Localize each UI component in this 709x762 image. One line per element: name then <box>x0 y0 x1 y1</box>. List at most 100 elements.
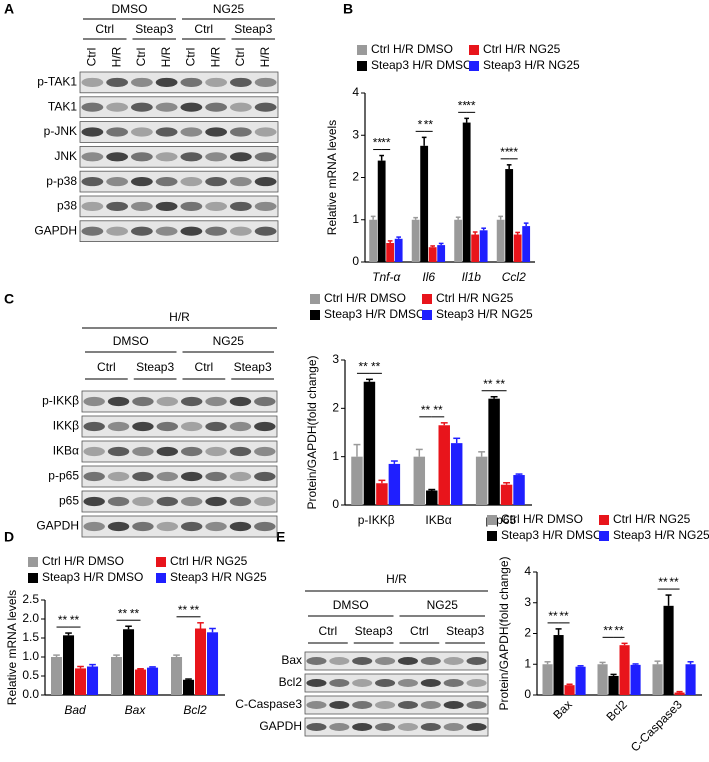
bar <box>608 675 619 695</box>
lane-label: Ctrl <box>233 48 247 67</box>
significance-label: ** <box>381 136 391 150</box>
legend-label: Ctrl H/R NG25 <box>436 291 514 305</box>
lane-label: H/R <box>258 46 272 67</box>
bar <box>413 456 426 505</box>
blot-band <box>306 657 327 665</box>
blot-band <box>229 201 252 211</box>
group-label: Ctrl <box>319 624 338 638</box>
legend-swatch <box>422 310 432 320</box>
y-tick-label: 1 <box>524 656 531 670</box>
blot-band <box>83 471 105 482</box>
blot-band <box>155 152 178 162</box>
blot-band <box>180 177 203 187</box>
blot-strip <box>79 121 279 143</box>
y-tick-label: 1 <box>332 449 339 463</box>
panel-letter: D <box>4 529 14 545</box>
blot-band <box>352 723 373 731</box>
blot-band <box>205 102 228 112</box>
legend-swatch <box>599 515 609 525</box>
blot-band <box>130 77 153 87</box>
row-label: p-p65 <box>48 469 79 483</box>
row-label: p-p38 <box>46 174 77 188</box>
bar <box>135 669 147 695</box>
blot-band <box>397 679 419 687</box>
panel-letter: B <box>343 1 353 17</box>
significance-label: ** <box>466 99 476 113</box>
bar <box>450 443 463 505</box>
legend-label: Ctrl H/R DMSO <box>371 42 453 56</box>
panel-letter: A <box>4 1 14 17</box>
blot-band <box>254 471 276 482</box>
blot-band <box>229 127 252 137</box>
blot-band <box>156 496 179 507</box>
y-tick-label: 0 <box>332 497 339 511</box>
blot-band <box>229 77 252 87</box>
significance-label: ** <box>500 145 510 159</box>
blot-band <box>329 657 350 665</box>
legend-swatch <box>357 45 367 55</box>
blot-band <box>352 701 373 709</box>
blot-band <box>156 396 179 407</box>
bar <box>505 169 514 262</box>
significance-label: ** <box>424 118 434 132</box>
y-axis-label: Relative mRNA levels <box>325 120 339 235</box>
bar <box>674 692 685 695</box>
blot-band <box>156 421 179 432</box>
bar <box>597 664 608 695</box>
x-tick-label: Tnf-α <box>372 270 401 284</box>
blot-band <box>83 496 105 507</box>
blot-band <box>155 102 178 112</box>
bar <box>652 664 663 695</box>
y-tick-label: 2.0 <box>22 611 39 625</box>
blot-band <box>306 701 327 709</box>
bar <box>630 664 641 695</box>
blot-strip <box>304 695 489 715</box>
y-axis-label: Protein/GAPDH(fold change) <box>305 355 319 509</box>
blot-band <box>81 102 104 112</box>
x-tick-label: Bax <box>125 703 147 717</box>
row-label: p65 <box>59 494 79 508</box>
legend-label: Ctrl H/R DMSO <box>42 554 124 568</box>
row-label: TAK1 <box>48 99 77 113</box>
lane-label: H/R <box>159 46 173 67</box>
y-axis-label: Relative mRNA levels <box>5 590 19 705</box>
blot-band <box>155 201 178 211</box>
row-label: IKBα <box>53 444 79 458</box>
blot-band <box>155 77 178 87</box>
lane-label: Ctrl <box>134 48 148 67</box>
bar <box>553 635 564 695</box>
legend-label: Ctrl H/R DMSO <box>324 291 406 305</box>
blot-band <box>155 177 178 187</box>
bar <box>195 628 207 695</box>
row-label: p-JNK <box>44 124 77 138</box>
blot-band <box>106 102 129 112</box>
blot-band <box>155 226 178 236</box>
blot-band <box>329 701 350 709</box>
y-tick-label: 3 <box>524 595 531 609</box>
blot-band <box>156 471 179 482</box>
row-label: JNK <box>54 149 77 163</box>
legend-label: Steap3 H/R NG25 <box>170 570 267 584</box>
x-tick-label: Bax <box>550 697 575 722</box>
bar <box>454 219 463 262</box>
blot-band <box>180 396 203 407</box>
bar <box>479 230 488 262</box>
y-tick-label: 4 <box>352 85 359 99</box>
blot-band <box>229 421 252 432</box>
legend-label: Ctrl H/R DMSO <box>501 512 583 526</box>
legend-swatch <box>28 573 38 583</box>
blot-band <box>156 521 179 532</box>
group-label: Steap3 <box>135 22 173 36</box>
y-tick-label: 1.0 <box>22 649 39 663</box>
significance-label: ** <box>371 360 381 374</box>
significance-label: ** <box>669 575 679 589</box>
significance-label: ** <box>658 575 668 589</box>
y-tick-label: 4 <box>524 564 531 578</box>
blot-strip <box>81 490 278 513</box>
blot-band <box>254 226 277 236</box>
bar <box>462 122 471 262</box>
bar <box>171 657 183 695</box>
blot-band <box>106 127 129 137</box>
significance-label: ** <box>421 403 431 417</box>
bar <box>87 666 99 695</box>
